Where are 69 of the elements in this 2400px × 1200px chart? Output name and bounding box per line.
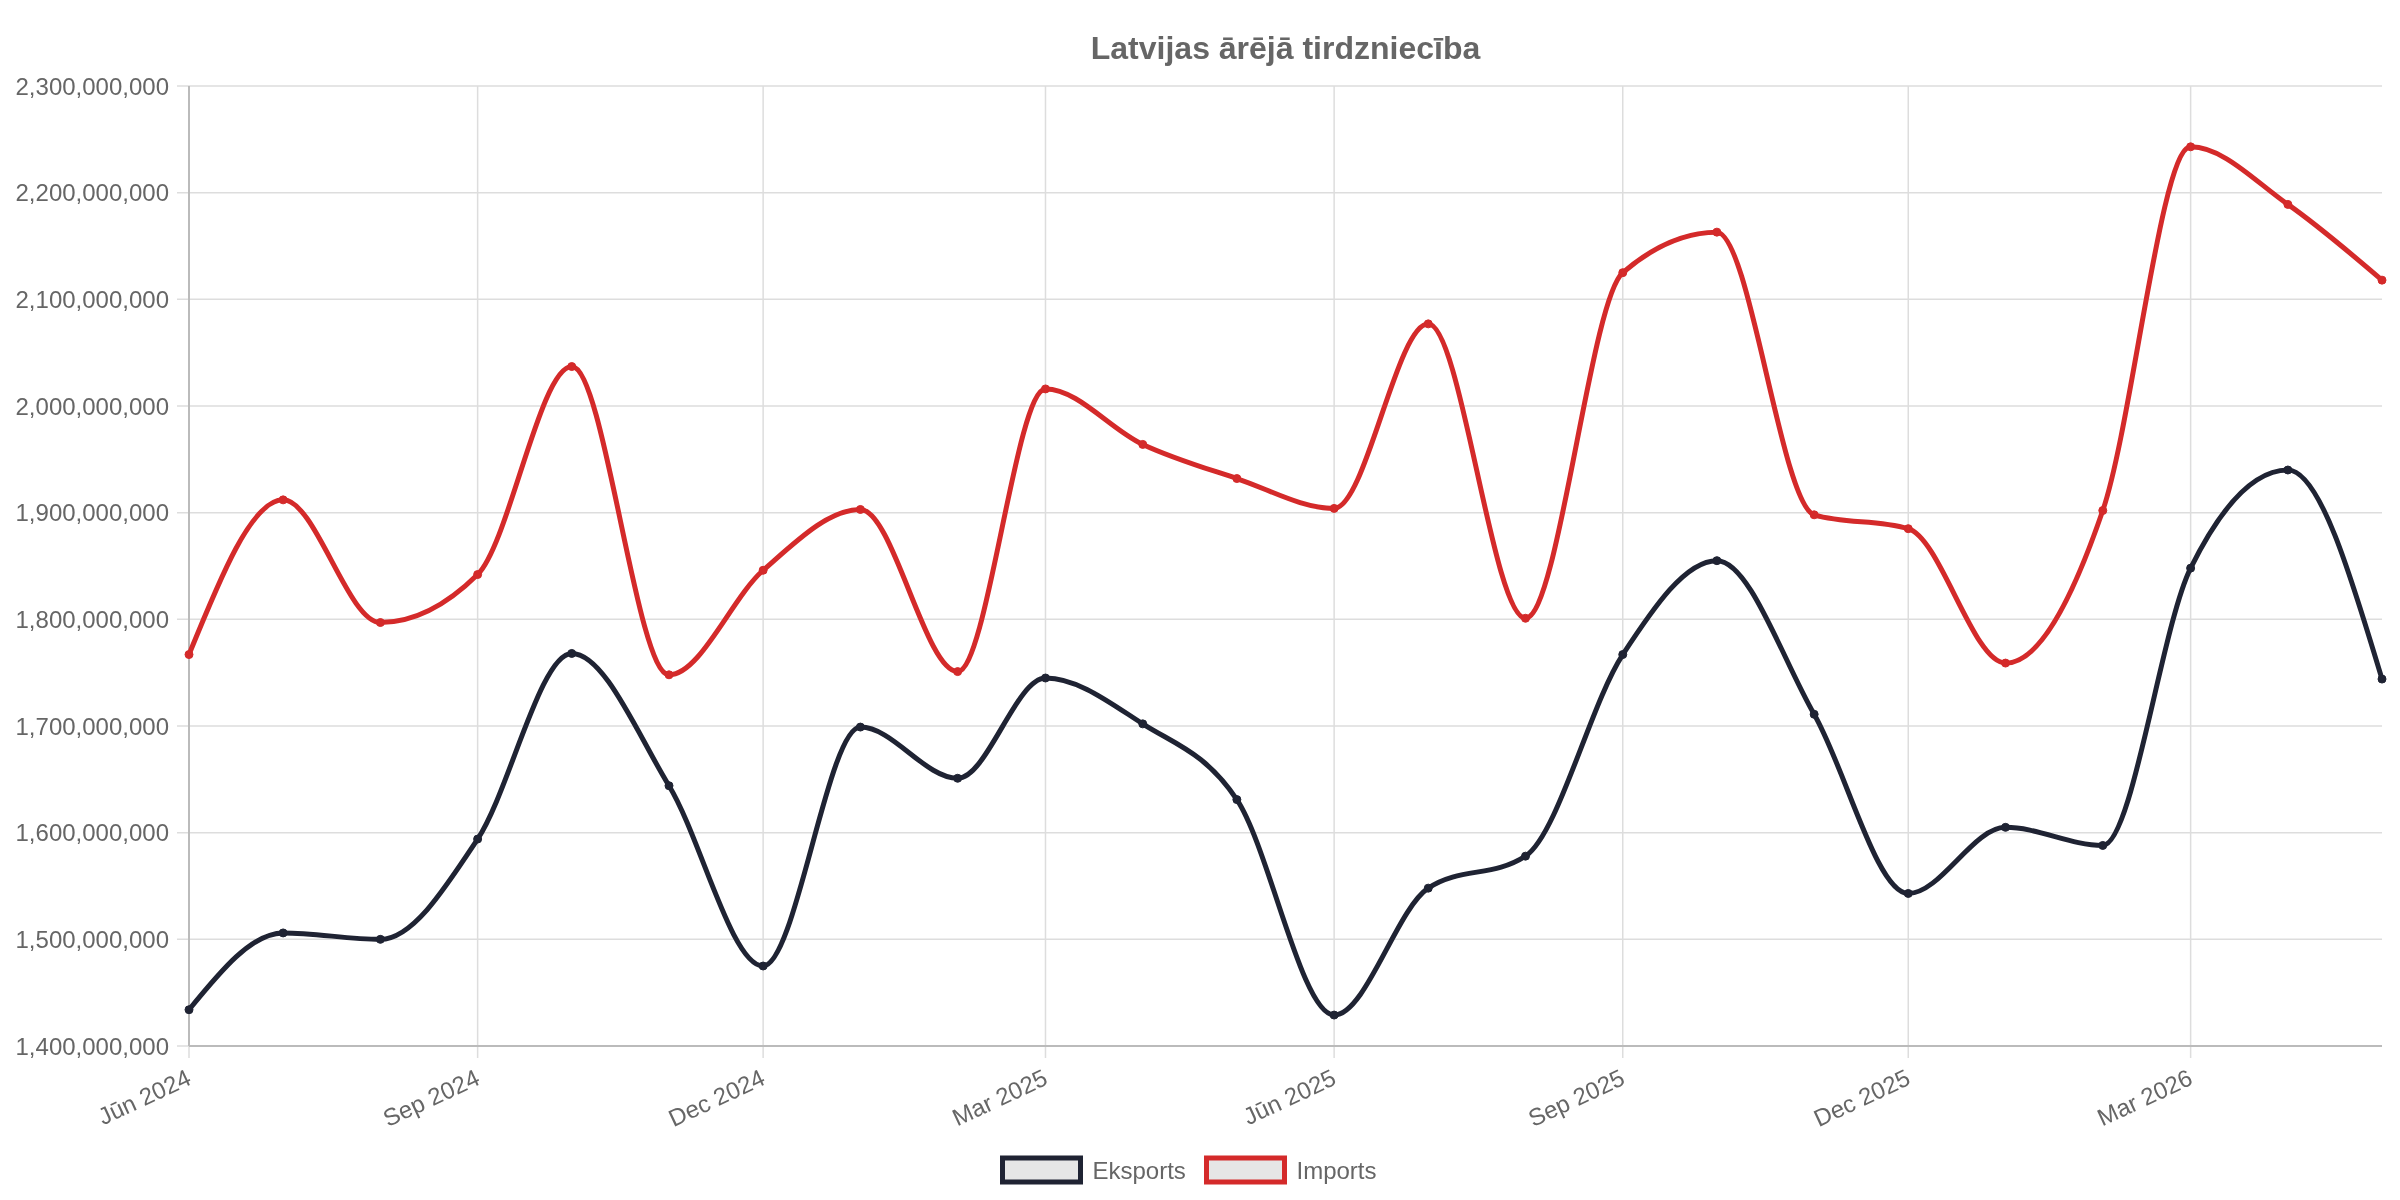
point <box>1232 795 1242 805</box>
y-tick-label: 1,900,000,000 <box>15 499 169 527</box>
point <box>375 934 385 944</box>
point <box>2001 658 2011 668</box>
x-tick-label: Jūn 2024 <box>93 1063 195 1130</box>
point <box>855 504 865 514</box>
x-tick-label: Dec 2025 <box>1809 1063 1914 1132</box>
point <box>184 650 194 660</box>
point <box>758 961 768 971</box>
point <box>1138 439 1148 449</box>
point <box>1329 503 1339 513</box>
y-tick-label: 1,600,000,000 <box>15 819 169 847</box>
x-tick-label: Dec 2024 <box>664 1063 769 1132</box>
point <box>184 1005 194 1015</box>
point <box>2186 142 2196 152</box>
y-tick-label: 1,400,000,000 <box>15 1032 169 1060</box>
point <box>2098 840 2108 850</box>
point <box>1712 227 1722 237</box>
point <box>1618 650 1628 660</box>
point <box>567 362 577 372</box>
y-tick-label: 1,800,000,000 <box>15 605 169 633</box>
y-tick-label: 2,200,000,000 <box>15 179 169 207</box>
point <box>2377 275 2387 285</box>
x-tick-label: Sep 2024 <box>378 1063 484 1132</box>
legend-label: Eksports <box>1092 1156 1186 1184</box>
point <box>1809 709 1819 719</box>
point <box>278 495 288 505</box>
point <box>1903 888 1913 898</box>
chart-title: Latvijas ārējā tirdzniecība <box>1090 30 1481 66</box>
point <box>2001 822 2011 832</box>
y-tick-label: 2,300,000,000 <box>15 72 169 100</box>
point <box>1618 268 1628 278</box>
point <box>1903 524 1913 534</box>
point <box>278 928 288 938</box>
x-tick-label: Sep 2025 <box>1523 1063 1629 1132</box>
y-tick-label: 2,100,000,000 <box>15 285 169 313</box>
point <box>664 670 674 680</box>
point <box>473 570 483 580</box>
point <box>664 781 674 791</box>
y-tick-label: 1,500,000,000 <box>15 925 169 953</box>
point <box>2377 674 2387 684</box>
x-tick-label: Jūn 2025 <box>1238 1063 1340 1130</box>
point <box>1040 384 1050 394</box>
point <box>2283 199 2293 209</box>
point <box>1232 474 1242 484</box>
point <box>1423 319 1433 329</box>
x-tick-label: Mar 2025 <box>947 1063 1052 1132</box>
point <box>2186 563 2196 573</box>
point <box>1329 1010 1339 1020</box>
point <box>758 565 768 575</box>
y-tick-label: 2,000,000,000 <box>15 392 169 420</box>
point <box>567 648 577 658</box>
legend-label: Imports <box>1296 1156 1377 1184</box>
point <box>375 618 385 628</box>
point <box>953 773 963 783</box>
point <box>855 722 865 732</box>
point <box>1712 556 1722 566</box>
point <box>1138 719 1148 729</box>
point <box>1521 613 1531 623</box>
point <box>2098 506 2108 516</box>
x-tick-label: Mar 2026 <box>2093 1063 2197 1132</box>
y-tick-label: 1,700,000,000 <box>15 712 169 740</box>
point <box>473 834 483 844</box>
point <box>953 667 963 677</box>
point <box>1521 851 1531 861</box>
point <box>1809 510 1819 520</box>
point <box>1423 883 1433 893</box>
point <box>2283 465 2293 475</box>
point <box>1040 673 1050 683</box>
